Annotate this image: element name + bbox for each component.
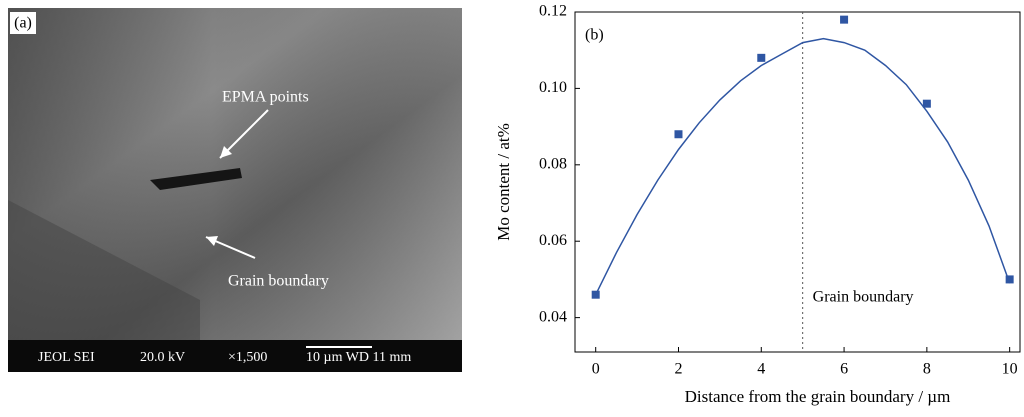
data-point — [674, 130, 683, 139]
info-text: 20.0 kV — [140, 350, 185, 365]
x-tick-label: 8 — [923, 361, 931, 378]
panel-label: (b) — [585, 27, 604, 44]
dark-region — [8, 200, 200, 342]
y-tick-label: 0.04 — [539, 308, 567, 325]
y-tick-label: 0.12 — [539, 3, 567, 20]
arrowhead — [220, 146, 232, 158]
x-tick-label: 6 — [840, 361, 848, 378]
x-tick-label: 2 — [674, 361, 682, 378]
panel-label: (a) — [14, 15, 32, 32]
sem-image: (a) EPMA points Grain boundary JEOL SEI … — [8, 8, 462, 372]
x-tick-label: 0 — [592, 361, 600, 378]
x-axis-label: Distance from the grain boundary / µm — [685, 387, 951, 406]
info-text: JEOL SEI — [38, 350, 95, 365]
info-text: 10 µm WD 11 mm — [306, 350, 411, 365]
info-bar — [8, 340, 462, 372]
data-point — [757, 53, 766, 62]
y-tick-label: 0.08 — [539, 155, 567, 172]
annotation: EPMA points — [222, 89, 309, 106]
y-axis-label: Mo content / at% — [494, 123, 513, 241]
x-tick-label: 10 — [1002, 361, 1018, 378]
y-tick-label: 0.10 — [539, 79, 567, 96]
fit-curve — [595, 37, 1011, 296]
plot-frame — [574, 11, 1021, 353]
data-point — [922, 99, 931, 108]
chart: 0.04 0.06 0.08 0.10 0.12 0 2 4 6 8 10 Distance from… — [494, 3, 1021, 406]
annotation: Grain boundary — [228, 273, 329, 290]
label-box — [10, 12, 36, 34]
epma-trace — [150, 168, 242, 190]
data-point — [1005, 275, 1014, 284]
arrowhead — [206, 236, 218, 246]
data-point — [840, 15, 849, 24]
info-text: ×1,500 — [228, 350, 267, 365]
x-tick-label: 4 — [757, 361, 765, 378]
y-tick-label: 0.06 — [539, 232, 567, 249]
annotation: Grain boundary — [813, 289, 914, 306]
